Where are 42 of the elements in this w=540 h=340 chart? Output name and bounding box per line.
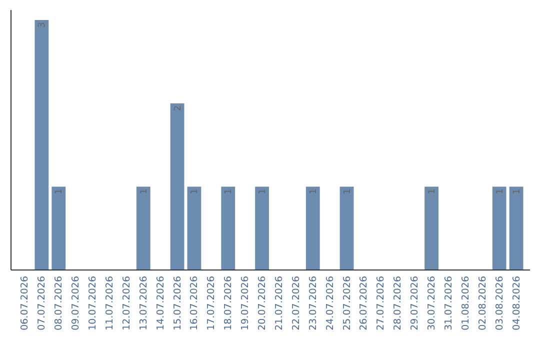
x-tick-label: 13.07.2026 [138, 276, 150, 330]
x-tick-label: 26.07.2026 [358, 276, 370, 330]
data-label: 1 [308, 188, 319, 194]
x-tick-label: 03.08.2026 [494, 276, 506, 330]
x-tick-label: 29.07.2026 [410, 276, 421, 330]
x-tick-label: 21.07.2026 [274, 276, 285, 330]
x-tick-label: 11.07.2026 [104, 276, 116, 330]
x-tick-label: 31.07.2026 [443, 276, 454, 330]
x-tick-label: 17.07.2026 [206, 276, 218, 330]
x-tick-label: 20.07.2026 [257, 276, 268, 330]
x-tick-label: 23.07.2026 [308, 276, 319, 330]
x-tick-label: 14.07.2026 [155, 276, 166, 330]
x-tick-label: 16.07.2026 [189, 276, 200, 330]
x-tick-label: 28.07.2026 [392, 276, 404, 330]
data-label: 1 [495, 188, 506, 194]
x-tick-label: 02.08.2026 [477, 276, 488, 330]
data-label: 1 [190, 188, 200, 194]
x-tick-label: 24.07.2026 [324, 276, 336, 330]
x-tick-label: 19.07.2026 [240, 276, 252, 330]
x-tick-label: 07.07.2026 [36, 276, 48, 330]
x-tick-label: 15.07.2026 [172, 276, 184, 330]
data-label: 1 [258, 188, 268, 194]
data-label: 2 [173, 105, 184, 112]
x-tick-label: 18.07.2026 [223, 276, 234, 330]
x-tick-label: 12.07.2026 [121, 276, 132, 330]
x-tick-label: 27.07.2026 [376, 276, 387, 330]
data-label: 1 [512, 188, 522, 194]
x-tick-label: 01.08.2026 [460, 276, 472, 330]
data-label: 1 [342, 188, 353, 194]
x-tick-label: 06.07.2026 [20, 276, 31, 330]
x-tick-label: 09.07.2026 [70, 276, 82, 330]
data-label: 1 [139, 188, 150, 194]
data-label: 1 [54, 188, 65, 194]
data-label: 1 [428, 188, 438, 194]
x-tick-label: 25.07.2026 [342, 276, 353, 330]
data-label: 3 [38, 22, 48, 28]
x-tick-label: 30.07.2026 [426, 276, 438, 330]
data-label: 1 [224, 188, 234, 194]
x-tick-label: 08.07.2026 [54, 276, 65, 330]
x-tick-label: 10.07.2026 [88, 276, 99, 330]
x-tick-label: 04.08.2026 [511, 276, 522, 330]
x-tick-label: 22.07.2026 [290, 276, 302, 330]
